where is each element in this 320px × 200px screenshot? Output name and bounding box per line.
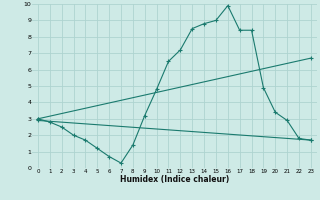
X-axis label: Humidex (Indice chaleur): Humidex (Indice chaleur)	[120, 175, 229, 184]
